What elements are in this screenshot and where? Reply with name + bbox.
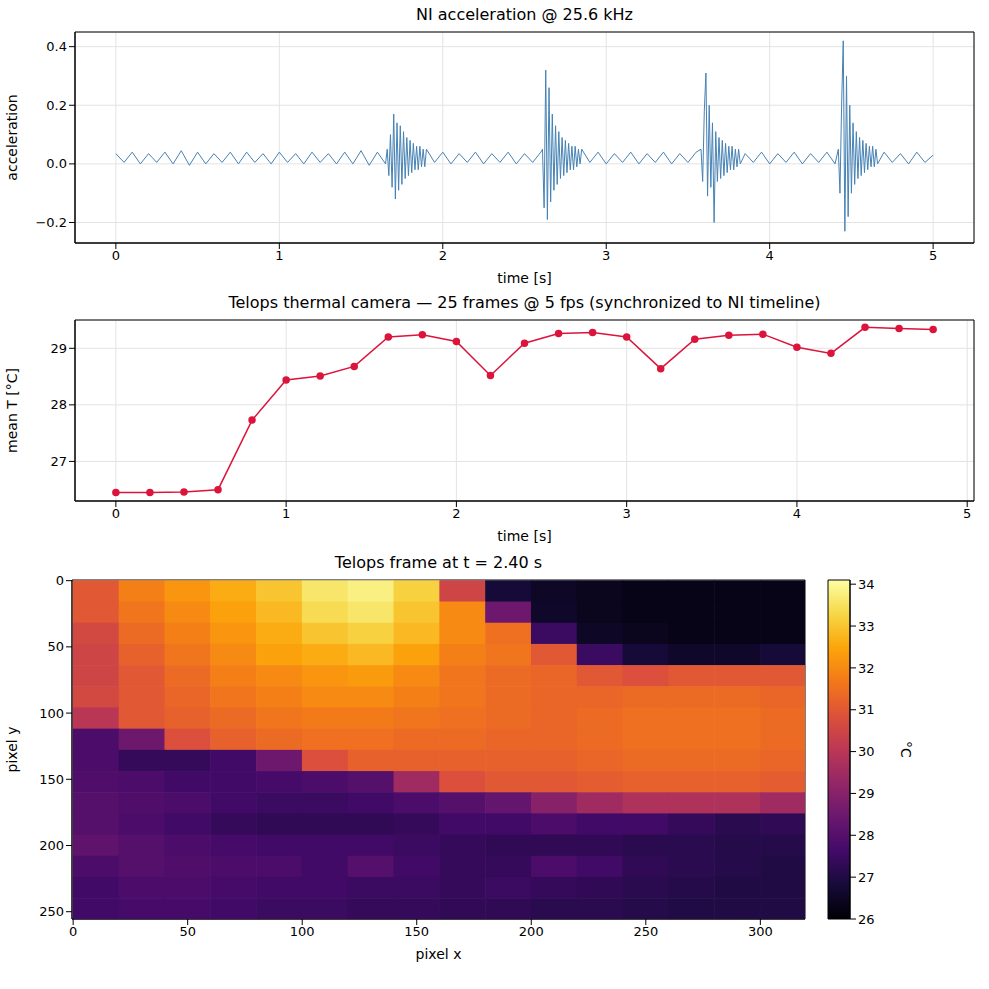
svg-text:1: 1 [275, 248, 283, 263]
svg-text:0: 0 [112, 506, 120, 521]
svg-text:100: 100 [290, 924, 315, 939]
svg-text:time [s]: time [s] [497, 270, 551, 286]
svg-text:0: 0 [69, 924, 77, 939]
svg-text:29: 29 [858, 786, 875, 801]
svg-text:−0.2: −0.2 [35, 215, 67, 230]
svg-text:150: 150 [404, 924, 429, 939]
svg-text:200: 200 [519, 924, 544, 939]
svg-text:50: 50 [179, 924, 196, 939]
svg-text:31: 31 [858, 702, 875, 717]
svg-text:27: 27 [858, 870, 875, 885]
svg-text:5: 5 [963, 506, 971, 521]
svg-text:time [s]: time [s] [497, 528, 551, 544]
svg-text:50: 50 [47, 639, 64, 654]
svg-text:0.0: 0.0 [46, 156, 67, 171]
svg-text:3: 3 [602, 248, 610, 263]
svg-text:2: 2 [452, 506, 460, 521]
svg-text:2: 2 [439, 248, 447, 263]
svg-text:pixel x: pixel x [416, 946, 462, 962]
svg-text:0.2: 0.2 [46, 98, 67, 113]
svg-text:30: 30 [858, 744, 875, 759]
html-text:Telops frame at t = 2.40 s: Telops frame at t = 2.40 s [334, 553, 543, 572]
svg-text:5: 5 [929, 248, 937, 263]
svg-text:3: 3 [623, 506, 631, 521]
svg-text:100: 100 [39, 706, 64, 721]
svg-text:4: 4 [766, 248, 774, 263]
html-text:Telops thermal camera — 25 fra: Telops thermal camera — 25 frames @ 5 fp… [228, 293, 821, 312]
svg-text:0.4: 0.4 [46, 39, 67, 54]
svg-text:34: 34 [858, 577, 875, 592]
svg-text:0: 0 [112, 248, 120, 263]
svg-text:26: 26 [858, 912, 875, 927]
html-text:NI acceleration @ 25.6 kHz: NI acceleration @ 25.6 kHz [416, 5, 633, 24]
svg-text:acceleration: acceleration [4, 94, 20, 180]
svg-text:mean T [°C]: mean T [°C] [4, 368, 20, 453]
svg-text:pixel y: pixel y [4, 727, 20, 773]
svg-text:1: 1 [282, 506, 290, 521]
svg-text:°C: °C [898, 741, 914, 758]
svg-text:29: 29 [50, 341, 67, 356]
svg-text:4: 4 [793, 506, 801, 521]
svg-text:33: 33 [858, 619, 875, 634]
svg-text:200: 200 [39, 838, 64, 853]
svg-text:32: 32 [858, 661, 875, 676]
svg-text:28: 28 [50, 397, 67, 412]
svg-text:150: 150 [39, 772, 64, 787]
svg-text:250: 250 [39, 904, 64, 919]
svg-text:300: 300 [748, 924, 773, 939]
svg-text:27: 27 [50, 454, 67, 469]
svg-text:0: 0 [56, 574, 64, 588]
svg-text:250: 250 [633, 924, 658, 939]
svg-text:28: 28 [858, 828, 875, 843]
